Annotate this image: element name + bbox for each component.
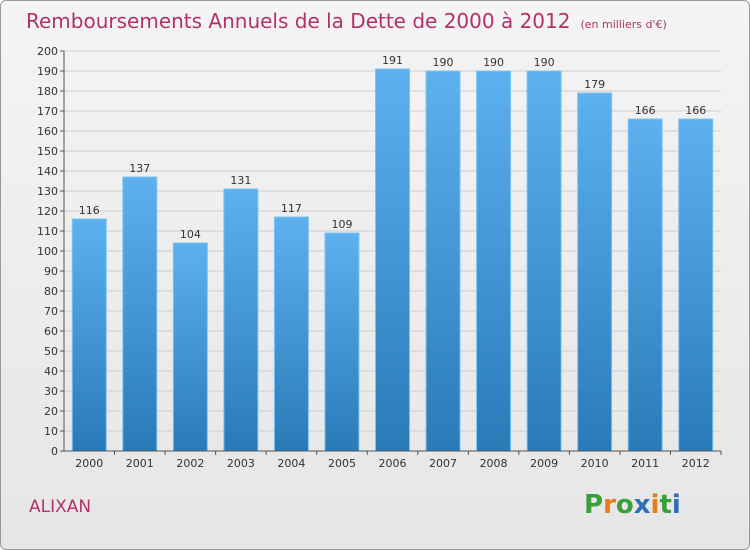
y-tick-label: 80 [44,285,58,298]
y-tick-label: 90 [44,265,58,278]
data-label: 190 [534,56,555,69]
y-tick-label: 60 [44,325,58,338]
chart-title: Remboursements Annuels de la Dette de 20… [26,9,667,33]
y-tick-label: 30 [44,385,58,398]
x-tick-label: 2004 [277,457,305,470]
data-label: 191 [382,54,403,67]
x-tick-label: 2012 [682,457,710,470]
y-tick-label: 110 [37,225,58,238]
proxiti-logo: Proxiti [584,490,681,520]
y-tick-label: 170 [37,105,58,118]
y-tick-label: 40 [44,365,58,378]
x-tick-label: 2009 [530,457,558,470]
y-tick-label: 140 [37,165,58,178]
bar-chart: 0 10 20 30 40 50 60 70 80 90 100 110 120 130 140 150 160… [37,45,722,470]
bar-2002 [172,242,208,452]
x-tick-label: 2007 [429,457,457,470]
bar-2000 [71,218,107,452]
data-label: 104 [180,228,201,241]
x-tick-label: 2003 [227,457,255,470]
bar-2011 [627,118,663,452]
data-label: 166 [635,104,656,117]
data-label: 116 [79,204,100,217]
data-label: 137 [129,162,150,175]
x-axis-ticks: 2000 2001 2002 2003 2004 2005 2006 2007 2008 2009… [75,451,722,470]
bar-2008 [476,70,512,452]
commune-name: ALIXAN [29,497,92,517]
x-tick-label: 2008 [480,457,508,470]
y-tick-label: 120 [37,205,58,218]
bars [71,68,714,452]
x-tick-label: 2001 [126,457,154,470]
x-tick-label: 2006 [379,457,407,470]
data-label: 190 [483,56,504,69]
bar-2004 [273,216,309,452]
y-tick-label: 10 [44,425,58,438]
bar-2010 [577,92,613,452]
y-tick-label: 20 [44,405,58,418]
bar-2007 [425,70,461,452]
data-label: 166 [685,104,706,117]
chart-subtitle: (en milliers d'€) [580,18,667,31]
data-labels: 116 137 104 131 117 109 191 190 190 190 179 166 166 [79,54,706,241]
data-label: 117 [281,202,302,215]
data-label: 190 [433,56,454,69]
bar-2006 [375,68,410,452]
bar-2003 [223,188,259,452]
y-tick-label: 150 [37,145,58,158]
bar-2005 [324,232,360,452]
y-tick-label: 50 [44,345,58,358]
y-tick-label: 130 [37,185,58,198]
y-axis-ticks: 0 10 20 30 40 50 60 70 80 90 100 110 120 130 140 150 160… [37,45,64,458]
y-tick-label: 70 [44,305,58,318]
data-label: 109 [331,218,352,231]
y-tick-label: 100 [37,245,58,258]
bar-2009 [526,70,562,452]
bar-2012 [678,118,714,452]
data-label: 131 [230,174,251,187]
bar-2001 [122,176,158,452]
y-tick-label: 180 [37,85,58,98]
y-tick-label: 160 [37,125,58,138]
x-tick-label: 2010 [581,457,609,470]
y-tick-label: 0 [51,445,58,458]
x-tick-label: 2002 [176,457,204,470]
y-tick-label: 200 [37,45,58,58]
data-label: 179 [584,78,605,91]
x-tick-label: 2000 [75,457,103,470]
x-tick-label: 2011 [631,457,659,470]
x-tick-label: 2005 [328,457,356,470]
y-tick-label: 190 [37,65,58,78]
